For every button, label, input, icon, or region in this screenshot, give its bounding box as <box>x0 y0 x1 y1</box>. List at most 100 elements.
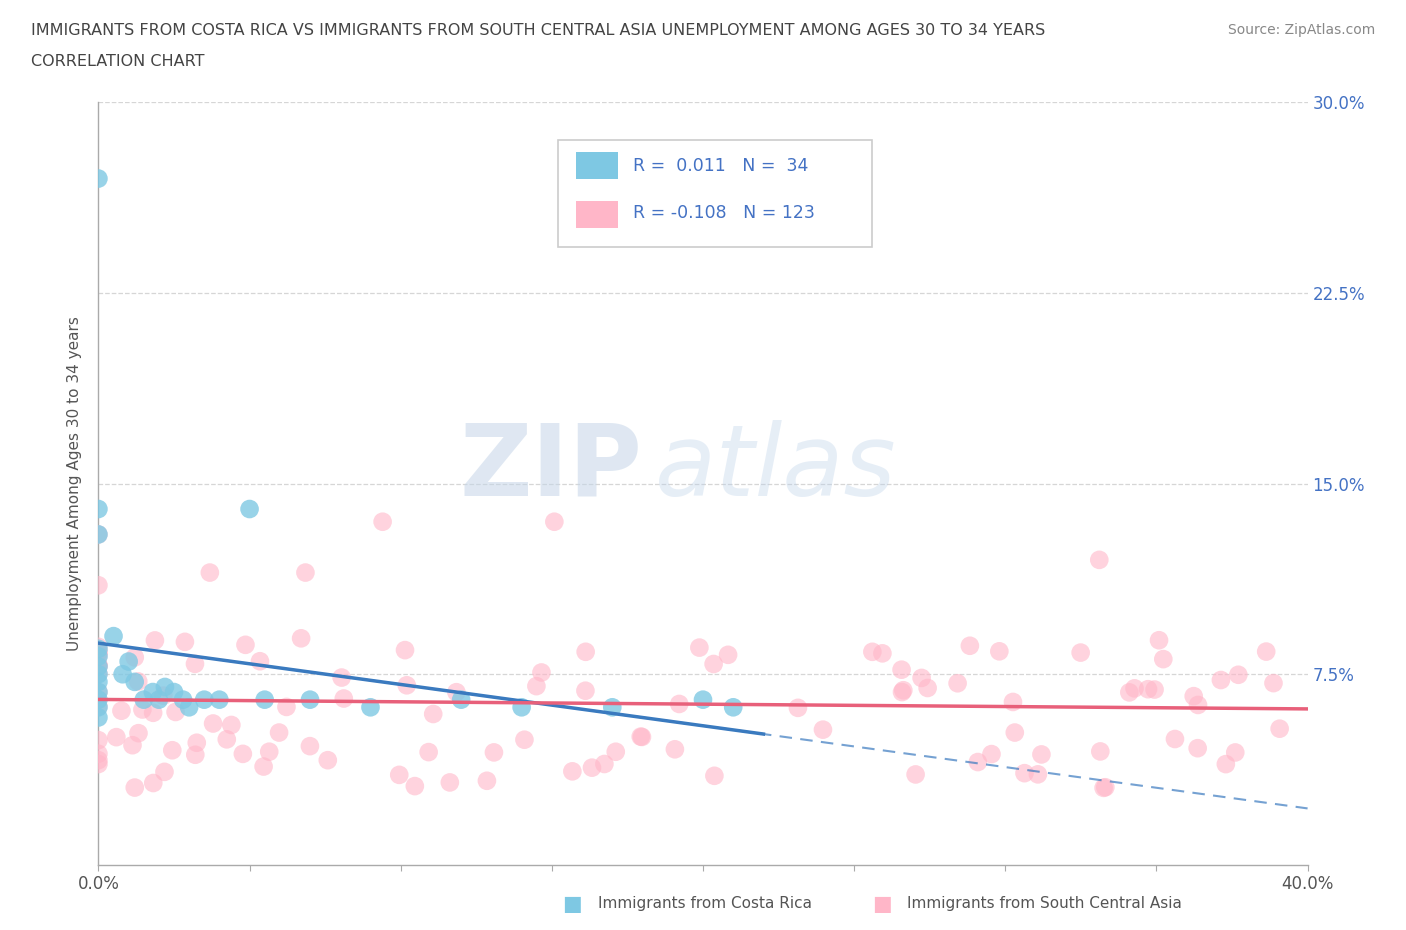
Point <box>872 646 894 661</box>
Point <box>87 644 110 659</box>
Point <box>1123 681 1146 696</box>
Point <box>1014 765 1036 780</box>
Point <box>87 659 110 674</box>
Point <box>249 654 271 669</box>
Point <box>152 688 174 703</box>
Point <box>87 171 110 186</box>
Point <box>198 565 221 580</box>
Point <box>1256 644 1278 659</box>
Point <box>132 692 155 707</box>
Point <box>917 681 939 696</box>
Point <box>692 692 714 707</box>
Point <box>87 699 110 714</box>
Point <box>290 631 312 645</box>
Point <box>127 725 149 740</box>
Point <box>111 667 134 682</box>
Point <box>630 729 652 744</box>
Point <box>215 732 238 747</box>
FancyBboxPatch shape <box>576 152 619 179</box>
Point <box>174 634 197 649</box>
Point <box>717 647 740 662</box>
Point <box>87 700 110 715</box>
Point <box>124 674 146 689</box>
Text: R = -0.108   N = 123: R = -0.108 N = 123 <box>633 204 814 222</box>
Point <box>1088 552 1111 567</box>
Point <box>267 725 290 740</box>
Point <box>87 733 110 748</box>
Point <box>87 667 110 682</box>
Point <box>172 692 194 707</box>
Point <box>87 527 110 542</box>
Point <box>404 778 426 793</box>
Point <box>543 514 565 529</box>
Point <box>1026 767 1049 782</box>
Point <box>333 691 356 706</box>
Point <box>631 729 654 744</box>
Point <box>127 674 149 689</box>
Point <box>581 760 603 775</box>
Point <box>239 501 262 516</box>
Point <box>316 752 339 767</box>
Text: atlas: atlas <box>655 419 896 517</box>
Text: Immigrants from Costa Rica: Immigrants from Costa Rica <box>598 897 811 911</box>
Point <box>87 658 110 673</box>
Point <box>253 692 276 707</box>
Point <box>980 747 1002 762</box>
Point <box>418 745 440 760</box>
Point <box>811 723 834 737</box>
Point <box>561 764 583 778</box>
Point <box>1070 645 1092 660</box>
Point <box>988 644 1011 658</box>
Point <box>360 700 382 715</box>
Point <box>475 774 498 789</box>
Point <box>87 658 110 672</box>
Point <box>87 684 110 699</box>
Point <box>1209 672 1232 687</box>
Point <box>891 684 914 699</box>
Point <box>232 747 254 762</box>
Point <box>87 642 110 657</box>
Point <box>87 710 110 724</box>
Point <box>87 648 110 663</box>
Point <box>87 666 110 681</box>
Point <box>891 683 914 698</box>
Point <box>664 742 686 757</box>
Point <box>966 754 988 769</box>
Point <box>153 764 176 779</box>
Point <box>395 678 418 693</box>
Point <box>703 768 725 783</box>
Point <box>1090 744 1112 759</box>
Point <box>1227 668 1250 683</box>
Point <box>860 644 883 659</box>
Point <box>910 671 932 685</box>
Point <box>1004 725 1026 740</box>
Point <box>593 756 616 771</box>
Point <box>121 737 143 752</box>
Point <box>124 780 146 795</box>
Point <box>184 657 207 671</box>
Point <box>143 633 166 648</box>
Y-axis label: Unemployment Among Ages 30 to 34 years: Unemployment Among Ages 30 to 34 years <box>67 316 83 651</box>
Point <box>124 650 146 665</box>
Point <box>575 644 598 659</box>
Point <box>1143 682 1166 697</box>
Point <box>574 684 596 698</box>
Point <box>294 565 316 580</box>
Point <box>87 684 110 699</box>
Text: IMMIGRANTS FROM COSTA RICA VS IMMIGRANTS FROM SOUTH CENTRAL ASIA UNEMPLOYMENT AM: IMMIGRANTS FROM COSTA RICA VS IMMIGRANTS… <box>31 23 1045 38</box>
Point <box>257 744 280 759</box>
Point <box>439 775 461 790</box>
Text: ■: ■ <box>872 894 891 914</box>
Point <box>87 746 110 761</box>
Point <box>605 744 627 759</box>
Point <box>110 703 132 718</box>
Point <box>1001 695 1024 710</box>
FancyBboxPatch shape <box>576 202 619 228</box>
Point <box>1225 745 1247 760</box>
Text: R =  0.011   N =  34: R = 0.011 N = 34 <box>633 156 808 175</box>
Point <box>87 752 110 767</box>
Point <box>87 501 110 516</box>
Point <box>1187 698 1209 712</box>
Text: ■: ■ <box>562 894 582 914</box>
Point <box>202 716 225 731</box>
